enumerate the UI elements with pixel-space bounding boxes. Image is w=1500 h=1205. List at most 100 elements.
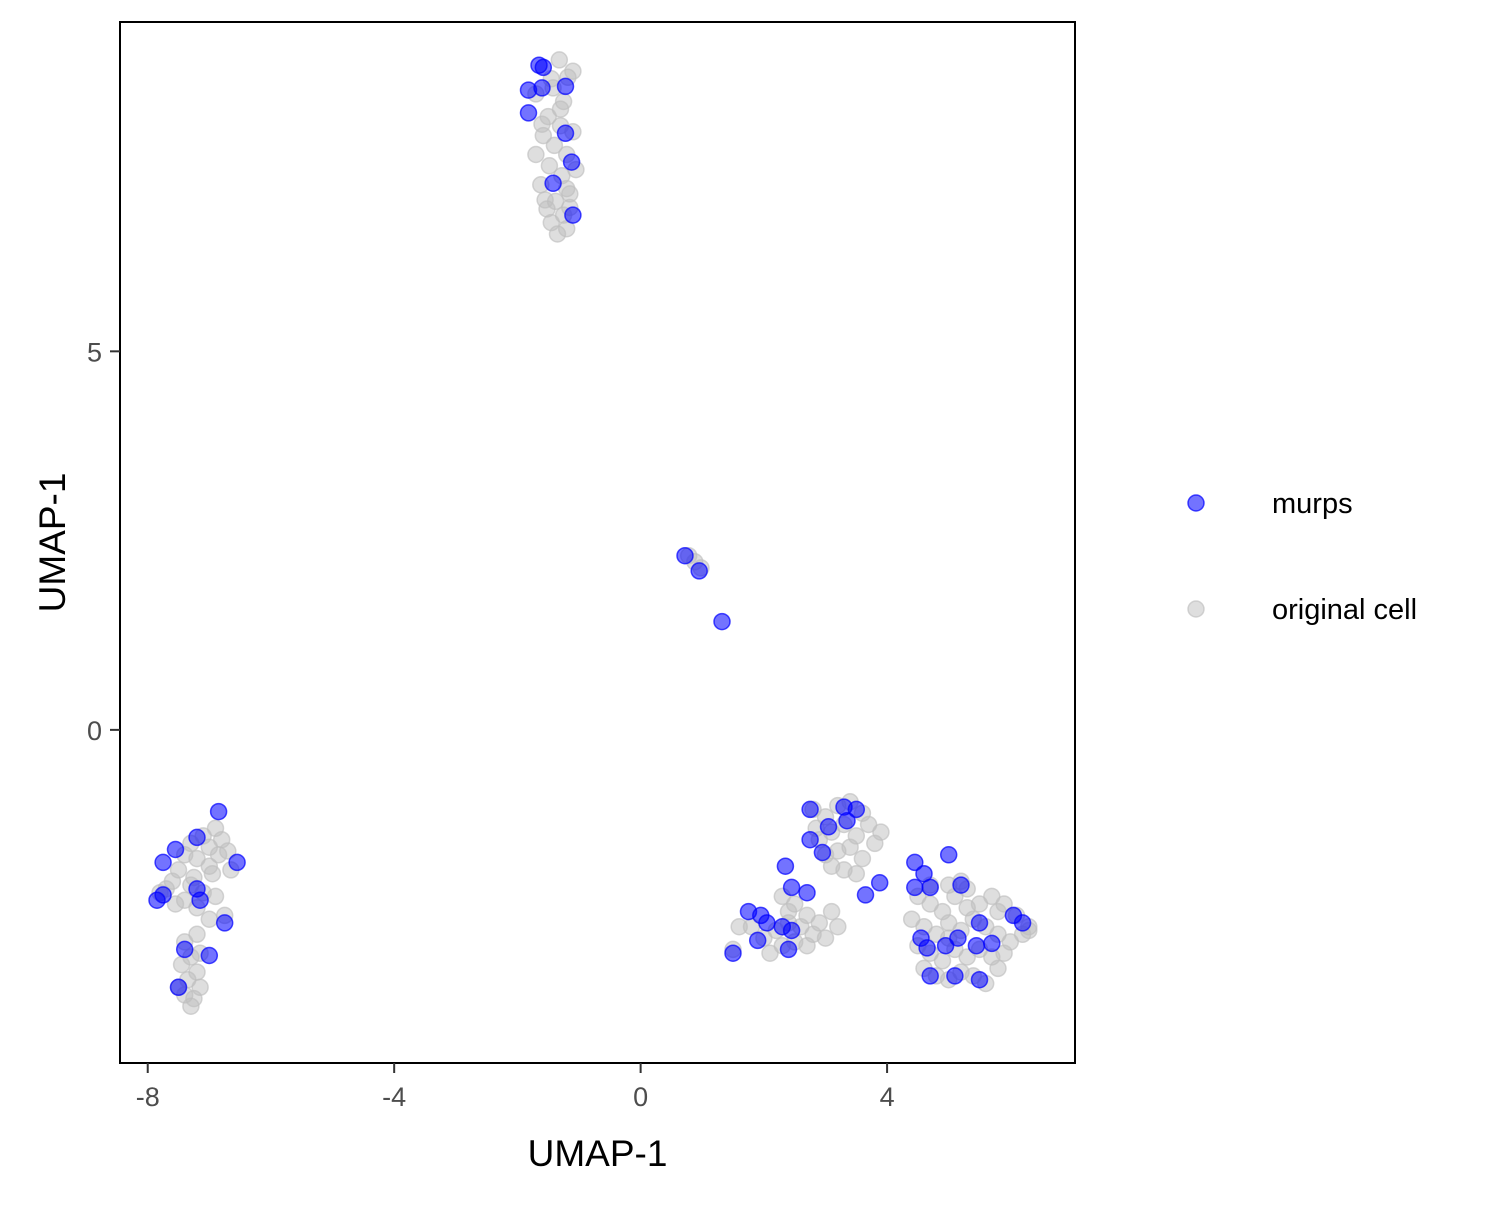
axes-layer: -8 -4 0 4 0 5 xyxy=(87,337,895,1112)
data-point xyxy=(758,914,776,932)
data-point xyxy=(989,902,1007,921)
x-tick-label: -8 xyxy=(136,1082,160,1112)
data-point xyxy=(995,944,1013,962)
data-point xyxy=(551,100,570,118)
data-point xyxy=(169,978,188,997)
legend-label: original cell xyxy=(1272,594,1417,626)
data-point xyxy=(779,940,798,959)
data-point xyxy=(918,939,936,957)
data-point xyxy=(856,886,875,904)
data-point xyxy=(533,79,551,97)
data-point xyxy=(872,823,890,841)
data-point xyxy=(847,864,866,883)
x-axis-title: UMAP-1 xyxy=(528,1133,668,1174)
data-point xyxy=(970,914,989,932)
data-point xyxy=(676,546,694,565)
data-point xyxy=(191,891,209,909)
data-point xyxy=(921,878,939,897)
data-point xyxy=(838,811,856,830)
legend: murps original cell xyxy=(1187,488,1417,626)
data-point xyxy=(200,910,219,928)
data-point xyxy=(188,828,206,847)
data-point xyxy=(822,902,841,921)
data-point xyxy=(813,843,832,862)
data-point xyxy=(209,802,228,821)
data-point xyxy=(983,934,1001,953)
data-point xyxy=(533,115,551,133)
data-point xyxy=(564,206,582,224)
data-point xyxy=(545,136,564,155)
data-point xyxy=(203,864,222,883)
data-point xyxy=(154,886,172,904)
data-point xyxy=(519,104,538,122)
data-point xyxy=(952,876,970,894)
data-point xyxy=(544,174,562,193)
data-point xyxy=(188,963,206,981)
data-point xyxy=(989,959,1007,978)
legend-label: murps xyxy=(1272,488,1353,520)
data-point xyxy=(801,800,819,819)
data-point xyxy=(550,51,569,69)
data-point xyxy=(191,978,209,997)
data-point xyxy=(761,944,779,962)
points-layer xyxy=(148,51,1038,1015)
data-point xyxy=(1013,914,1032,932)
data-point xyxy=(548,225,567,243)
data-point xyxy=(819,818,838,836)
data-point xyxy=(933,952,952,970)
data-point xyxy=(556,124,575,143)
legend-item-original-cell: original cell xyxy=(1187,594,1417,626)
data-point xyxy=(166,895,185,913)
data-point xyxy=(939,846,958,864)
data-point xyxy=(946,967,964,985)
data-point xyxy=(853,849,872,868)
data-point xyxy=(724,944,742,962)
y-axis-title: UMAP-1 xyxy=(32,473,73,613)
data-point xyxy=(564,62,582,80)
data-point xyxy=(215,914,234,932)
x-tick-label: -4 xyxy=(382,1082,406,1112)
data-point xyxy=(228,853,246,872)
data-point xyxy=(958,899,976,917)
data-point xyxy=(713,612,731,631)
data-point xyxy=(847,800,866,819)
data-point xyxy=(540,157,559,175)
data-point xyxy=(206,887,225,906)
data-point xyxy=(906,853,924,872)
data-point xyxy=(798,883,816,902)
data-point xyxy=(534,58,553,77)
data-point xyxy=(175,940,194,959)
data-point xyxy=(782,878,801,897)
legend-item-murps: murps xyxy=(1187,488,1353,520)
data-point xyxy=(870,874,889,892)
data-point xyxy=(556,77,575,96)
data-point xyxy=(816,929,835,947)
data-point xyxy=(921,967,939,985)
data-point xyxy=(527,145,545,164)
data-point xyxy=(801,830,819,849)
data-point xyxy=(172,955,191,974)
data-point xyxy=(200,946,219,965)
data-point xyxy=(782,921,801,940)
data-point xyxy=(748,931,767,950)
data-point xyxy=(536,191,554,209)
data-point xyxy=(967,936,986,955)
legend-key xyxy=(1187,600,1205,618)
data-point xyxy=(779,902,798,921)
data-point xyxy=(970,970,989,989)
y-tick-label: 0 xyxy=(87,716,102,746)
series-murps xyxy=(148,56,1032,997)
data-point xyxy=(154,853,172,872)
plot-panel-border xyxy=(119,21,1076,1064)
data-point xyxy=(690,562,708,580)
data-point xyxy=(209,846,228,864)
data-point xyxy=(776,857,795,875)
data-point xyxy=(906,878,924,897)
data-point xyxy=(562,153,581,171)
data-point xyxy=(829,917,847,936)
legend-key xyxy=(1187,494,1205,512)
x-tick-label: 0 xyxy=(633,1082,648,1112)
